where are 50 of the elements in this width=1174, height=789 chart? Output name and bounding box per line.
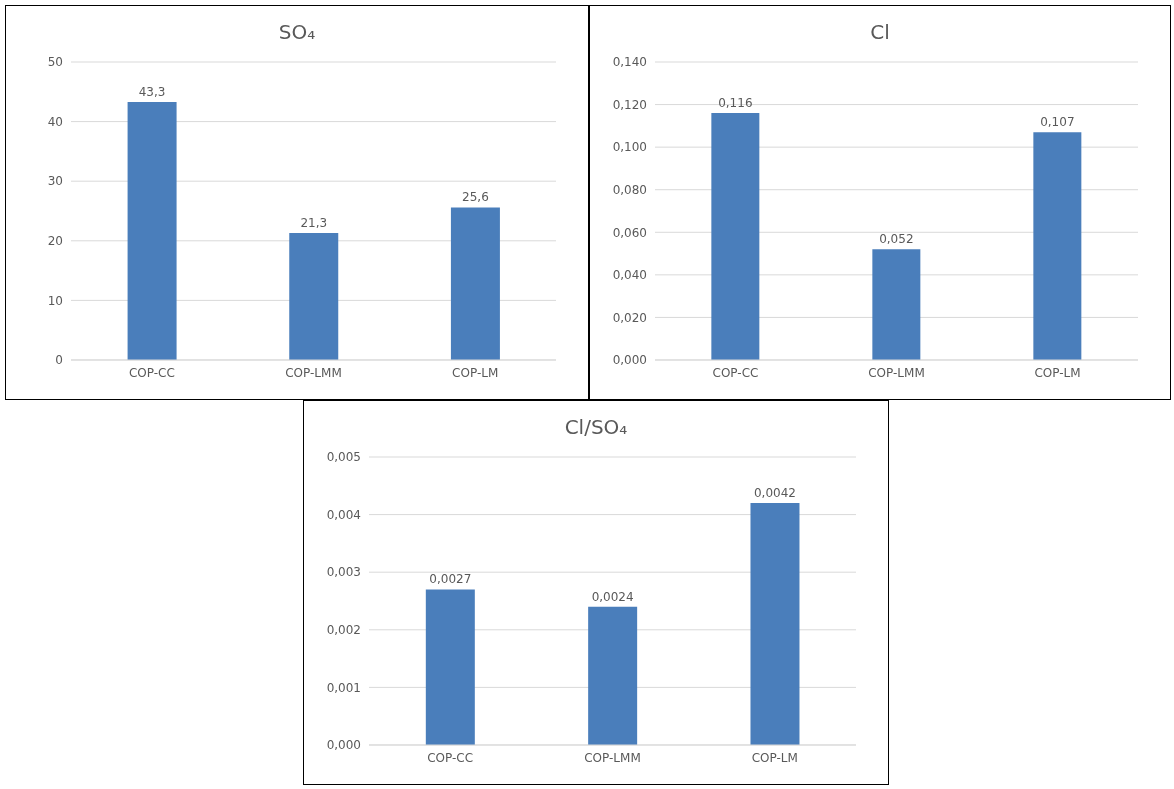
x-tick-label: COP-LMM	[285, 365, 342, 380]
bar	[425, 589, 475, 745]
y-tick-label: 20	[47, 234, 63, 249]
y-tick-label: 0,005	[326, 450, 361, 465]
x-tick-label: COP-CC	[712, 365, 759, 380]
x-tick-label: COP-LM	[452, 365, 499, 380]
y-tick-label: 0,000	[326, 738, 361, 753]
y-tick-label: 30	[47, 174, 63, 189]
data-label: 43,3	[138, 84, 166, 99]
y-tick-label: 0,002	[326, 623, 361, 638]
x-tick-label: COP-LM	[751, 750, 798, 765]
data-label: 25,6	[462, 190, 489, 205]
y-tick-label: 0,001	[326, 680, 361, 695]
y-tick-label: 0,120	[612, 97, 647, 112]
y-tick-label: 0,040	[612, 268, 647, 283]
bar	[450, 207, 500, 360]
x-tick-label: COP-CC	[128, 365, 175, 380]
chart-title: SO₄	[277, 20, 317, 46]
x-tick-label: COP-LMM	[868, 365, 925, 380]
x-tick-label: COP-LM	[1034, 365, 1081, 380]
data-label: 21,3	[300, 216, 328, 231]
chart-title: Cl/SO₄	[563, 415, 629, 441]
y-tick-label: 40	[47, 114, 63, 129]
bar	[872, 249, 921, 360]
y-tick-label: 0,060	[612, 225, 647, 240]
bar	[1033, 132, 1082, 360]
x-tick-label: COP-CC	[427, 750, 474, 765]
bar	[750, 503, 800, 745]
bar	[289, 233, 339, 360]
data-label: 0,107	[1040, 115, 1075, 130]
y-tick-label: 0,100	[612, 140, 647, 155]
y-tick-label: 0,080	[612, 182, 647, 197]
data-label: 0,0042	[753, 486, 796, 501]
bar	[588, 606, 638, 745]
data-label: 0,052	[879, 232, 914, 247]
y-tick-label: 0,003	[326, 565, 361, 580]
data-label: 0,0027	[429, 572, 472, 587]
data-label: 0,116	[718, 96, 753, 111]
y-tick-label: 0,004	[326, 507, 361, 522]
data-label: 0,0024	[591, 589, 634, 604]
y-tick-label: 10	[47, 293, 63, 308]
y-tick-label: 0,140	[612, 55, 647, 70]
y-tick-label: 0,000	[612, 353, 647, 368]
y-tick-label: 50	[47, 55, 63, 70]
y-tick-label: 0,020	[612, 310, 647, 325]
bar	[711, 113, 760, 360]
chart-title: Cl	[869, 20, 891, 46]
y-tick-label: 0	[55, 353, 63, 368]
bar	[127, 101, 177, 360]
x-tick-label: COP-LMM	[584, 750, 641, 765]
